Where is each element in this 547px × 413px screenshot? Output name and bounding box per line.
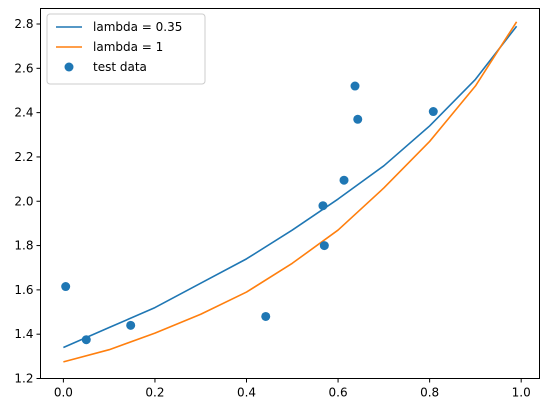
scatter-point bbox=[428, 107, 438, 117]
x-tick-label: 1.0 bbox=[512, 386, 531, 400]
y-tick-label: 1.2 bbox=[14, 372, 33, 386]
scatter-point bbox=[319, 241, 329, 251]
scatter-point bbox=[261, 311, 271, 321]
legend-label: lambda = 1 bbox=[93, 40, 163, 54]
series-line-0 bbox=[63, 25, 518, 349]
x-tick-label: 0.2 bbox=[145, 386, 164, 400]
y-tick-label: 1.8 bbox=[14, 239, 33, 253]
axes-frame bbox=[40, 8, 540, 379]
scatter-point bbox=[126, 320, 136, 330]
scatter-point bbox=[353, 114, 363, 124]
y-tick-label: 2.0 bbox=[14, 194, 33, 208]
x-tick-label: 0.4 bbox=[237, 386, 256, 400]
scatter-point bbox=[339, 175, 349, 185]
y-tick-label: 2.4 bbox=[14, 106, 33, 120]
legend: lambda = 0.35 lambda = 1 test data bbox=[46, 13, 206, 85]
scatter-point bbox=[350, 81, 360, 91]
y-tick-label: 1.6 bbox=[14, 283, 33, 297]
x-tick-label: 0.0 bbox=[54, 386, 73, 400]
scatter-point bbox=[81, 335, 91, 345]
scatter-point bbox=[318, 201, 328, 211]
y-tick-label: 2.2 bbox=[14, 150, 33, 164]
y-tick-label: 2.6 bbox=[14, 61, 33, 75]
series-line-1 bbox=[63, 21, 518, 363]
x-axis: 0.0 0.2 0.4 0.6 0.8 1.0 bbox=[54, 378, 531, 400]
y-tick-label: 2.8 bbox=[14, 17, 33, 31]
y-axis: 1.2 1.4 1.6 1.8 2.0 2.2 2.4 2.6 2.8 bbox=[14, 17, 41, 386]
plot-area bbox=[61, 21, 518, 363]
legend-label: test data bbox=[93, 60, 147, 74]
legend-box bbox=[46, 13, 206, 85]
x-tick-label: 0.6 bbox=[329, 386, 348, 400]
legend-marker-swatch bbox=[64, 62, 74, 72]
x-tick-label: 0.8 bbox=[420, 386, 439, 400]
legend-label: lambda = 0.35 bbox=[93, 20, 182, 34]
scatter-point bbox=[61, 282, 71, 292]
y-tick-label: 1.4 bbox=[14, 327, 33, 341]
